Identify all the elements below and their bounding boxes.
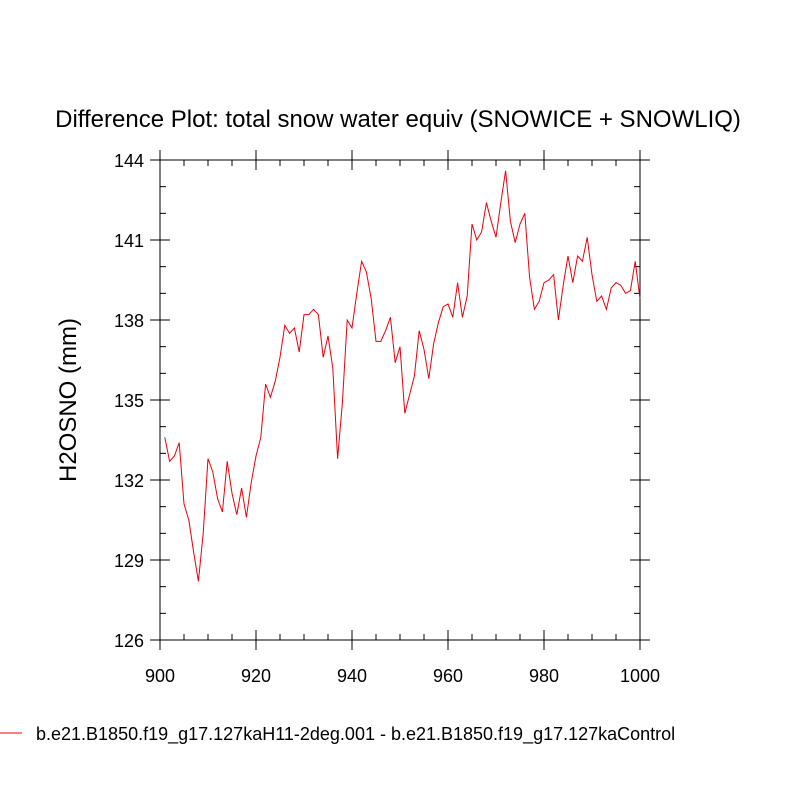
y-tick-label: 126 bbox=[114, 631, 144, 651]
y-axis-label: H2OSNO (mm) bbox=[55, 318, 82, 482]
y-tick-label: 135 bbox=[114, 391, 144, 411]
series-group bbox=[164, 170, 641, 582]
x-tick-label: 940 bbox=[337, 666, 367, 686]
y-tick-label: 129 bbox=[114, 551, 144, 571]
y-tick-label: 138 bbox=[114, 311, 144, 331]
x-tick-label: 900 bbox=[145, 666, 175, 686]
axis-ticks bbox=[150, 150, 650, 650]
y-tick-label: 144 bbox=[114, 151, 144, 171]
x-tick-label: 1000 bbox=[620, 666, 660, 686]
plot-frame bbox=[159, 159, 641, 641]
chart-title: Difference Plot: total snow water equiv … bbox=[55, 106, 741, 133]
y-tick-label: 141 bbox=[114, 231, 144, 251]
y-tick-label: 132 bbox=[114, 471, 144, 491]
series-line-0 bbox=[164, 170, 641, 582]
legend-label: b.e21.B1850.f19_g17.127kaH11-2deg.001 - … bbox=[36, 724, 675, 745]
tick-labels: 900 920 940 960 980 1000 126 129 132 135 138 141 144 bbox=[114, 151, 660, 686]
x-tick-label: 960 bbox=[433, 666, 463, 686]
legend: b.e21.B1850.f19_g17.127kaH11-2deg.001 - … bbox=[0, 724, 675, 745]
x-tick-label: 920 bbox=[241, 666, 271, 686]
x-tick-label: 980 bbox=[529, 666, 559, 686]
